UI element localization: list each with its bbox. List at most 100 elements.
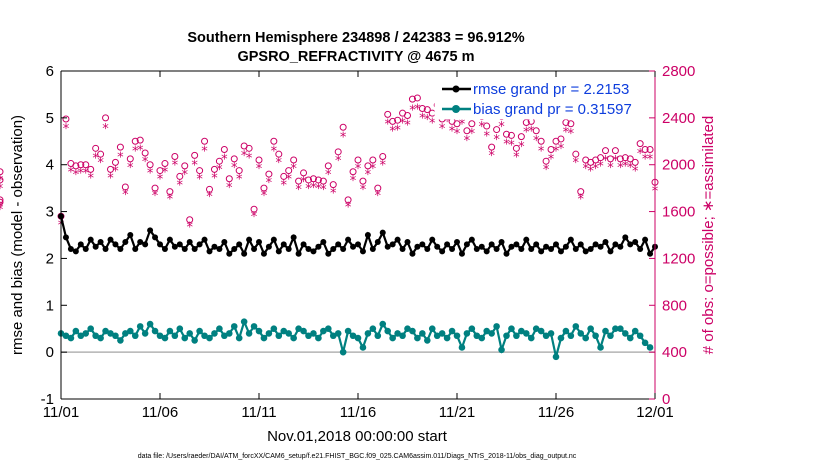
rmse-point [409,250,416,257]
obs-assimilated-point: * [266,176,273,191]
obs-possible-point [597,154,605,162]
bias-point [255,327,263,335]
obs-assimilated-point: * [459,118,466,133]
obs-possible-point [626,155,634,163]
rmse-point [260,250,267,257]
bias-point [305,332,312,340]
rmse-point [275,248,282,255]
rmse-point [97,239,104,246]
obs-assimilated-point: * [508,139,515,154]
data-file-footnote: data file: /Users/raeder/DAI/ATM_forcXX/… [138,453,577,460]
bias-point [592,332,599,340]
obs-assimilated-point: * [637,147,644,162]
obs-assimilated-point: * [582,162,589,177]
obs-possible-point [87,165,95,173]
bias-point [339,348,347,356]
obs-assimilated-point: * [394,123,401,138]
rmse-point [310,248,317,255]
obs-assimilated-point: * [632,164,639,179]
obs-assimilated-point: * [102,122,109,137]
y-tick-label: 1 [46,297,54,314]
bias-point [463,330,471,337]
bias-point [542,332,550,340]
rmse-point [548,246,555,253]
y-right-tick-label: 2400 [662,110,695,127]
obs-possible-point [324,162,332,170]
obs-assimilated-point: * [444,115,451,130]
obs-possible-point [646,145,654,153]
rmse-point [355,241,361,248]
bias-point [206,334,213,342]
bias-point [221,332,228,340]
obs-possible-point [0,196,4,204]
bias-point [359,344,367,351]
obs-assimilated-point: * [642,153,649,168]
obs-possible-point [572,150,580,158]
obs-assimilated-point: * [206,190,213,205]
bias-point [453,332,461,340]
bias-point [112,332,119,340]
obs-possible-point [423,106,431,114]
obs-assimilated-point: * [320,183,327,198]
obs-assimilated-point: * [503,137,510,152]
obs-possible-point [369,156,377,164]
obs-assimilated-point: * [538,144,545,159]
bias-point [320,327,327,335]
obs-assimilated-point: * [256,162,263,177]
obs-possible-point [0,176,4,184]
obs-assimilated-point: * [87,171,94,186]
obs-possible-point [92,144,100,152]
rmse-point [478,243,485,250]
bias-point [428,325,436,333]
rmse-point [265,243,272,250]
rmse-point [533,241,540,248]
rmse-point [557,248,564,255]
x-tick-label: 11/16 [340,404,376,421]
obs-assimilated-point: * [251,210,258,225]
bias-point [72,327,80,335]
obs-possible-point [611,147,619,155]
rmse-point [632,239,639,246]
obs-assimilated-point: * [602,154,609,169]
obs-possible-point [616,155,624,163]
rmse-point [394,236,401,243]
obs-assimilated-point: * [543,163,550,178]
obs-possible-point [542,157,550,165]
obs-assimilated-point: * [300,175,307,190]
obs-assimilated-point: * [513,150,520,165]
rmse-point [488,241,495,248]
obs-possible-point [260,184,268,192]
obs-assimilated-point: * [241,149,248,164]
rmse-point [137,239,144,246]
rmse-point [305,246,312,253]
legend-box [434,78,641,120]
obs-assimilated-point: * [310,181,317,196]
obs-assimilated-point: * [587,164,594,179]
obs-assimilated-point: * [0,203,4,218]
rmse-point [458,250,465,257]
bias-point [488,330,495,337]
bias-point [399,332,406,340]
obs-assimilated-point: * [454,127,461,142]
bias-point [626,334,634,342]
y-tick-label: 6 [46,63,54,80]
obs-assimilated-point: * [498,120,505,135]
bias-point [537,327,545,335]
obs-assimilated-point: * [493,133,500,148]
rmse-point [612,241,619,248]
obs-possible-point [557,135,565,143]
bias-point [523,330,530,337]
obs-possible-point [404,112,411,120]
obs-possible-point [126,155,134,163]
y-tick-label: -1 [41,391,54,408]
obs-possible-point [62,115,70,123]
rmse-point [231,246,238,253]
obs-possible-point [344,196,352,204]
rmse-point [92,243,99,250]
rmse-point [553,241,559,248]
bias-point [384,327,392,335]
chart-title-line-1: Southern Hemisphere 234898 / 242383 = 96… [187,30,524,46]
obs-assimilated-point: * [597,160,604,175]
bias-point [532,325,540,333]
obs-assimilated-point: * [340,130,347,145]
